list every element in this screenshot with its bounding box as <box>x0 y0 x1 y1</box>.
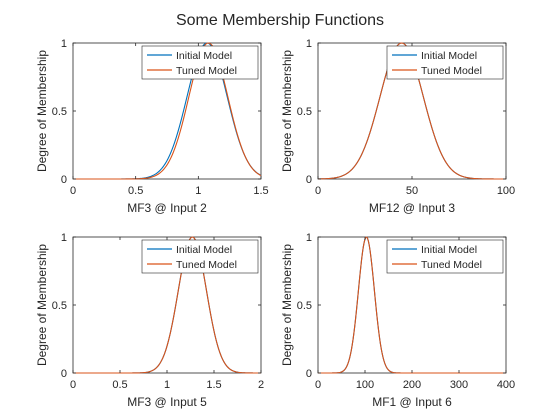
x-tick-label: 100 <box>497 185 515 197</box>
y-tick-label: 0 <box>61 174 67 186</box>
x-axis-label: MF3 @ Input 5 <box>127 395 207 409</box>
x-tick-label: 1 <box>164 379 170 391</box>
subplot-4: 0 100 200 300 400 0 0.5 1 MF1 @ Input 6 Degree of… <box>280 232 515 409</box>
x-tick-label: 1 <box>195 185 201 197</box>
y-tick-label: 0 <box>61 368 67 380</box>
legend-entry: Tuned Model <box>421 259 482 271</box>
legend-box <box>141 45 259 80</box>
legend: Initial Model Tuned Model <box>386 239 504 274</box>
subplot-1: 0 0.5 1 1.5 0 0.5 1 MF3 @ Input 2 Degree of Memb… <box>35 38 269 215</box>
y-tick-label: 0.5 <box>52 300 67 312</box>
y-tick-label: 1 <box>306 232 312 244</box>
x-tick-label: 200 <box>403 379 421 391</box>
subplot-grid: 0 0.5 1 1.5 0 0.5 1 MF3 @ Input 2 Degree of Memb… <box>35 38 515 409</box>
series-line-tuned <box>73 236 261 374</box>
x-tick-label: 1.5 <box>206 379 221 391</box>
y-axis-label: Degree of Membership <box>35 244 49 366</box>
y-axis-label: Degree of Membership <box>280 244 294 366</box>
x-tick-label: 2 <box>258 379 264 391</box>
x-axis-label: MF3 @ Input 2 <box>127 201 207 215</box>
x-tick-label: 0 <box>315 185 321 197</box>
legend-box <box>386 239 504 274</box>
y-tick-label: 0 <box>306 174 312 186</box>
subplot-3: 0 0.5 1 1.5 2 0 0.5 1 MF3 @ Input 5 Degree of Mem… <box>35 232 264 409</box>
y-axis-label: Degree of Membership <box>35 50 49 172</box>
y-tick-label: 1 <box>306 38 312 50</box>
legend-entry: Tuned Model <box>176 259 237 271</box>
legend-entry: Tuned Model <box>421 65 482 77</box>
legend-box <box>386 45 504 80</box>
legend: Initial Model Tuned Model <box>141 239 259 274</box>
x-tick-label: 1.5 <box>253 185 268 197</box>
legend: Initial Model Tuned Model <box>386 45 504 80</box>
x-tick-label: 100 <box>356 379 374 391</box>
y-axis-label: Degree of Membership <box>280 50 294 172</box>
legend-box <box>141 239 259 274</box>
x-tick-label: 0.5 <box>128 185 143 197</box>
legend-entry: Initial Model <box>176 244 232 256</box>
y-tick-label: 1 <box>61 232 67 244</box>
x-axis-label: MF12 @ Input 3 <box>369 201 456 215</box>
series-line-tuned <box>73 42 262 180</box>
legend-entry: Initial Model <box>421 50 477 62</box>
legend-entry: Initial Model <box>176 50 232 62</box>
subplot-2: 0 50 100 0 0.5 1 MF12 @ Input 3 Degree of Membe… <box>280 38 515 215</box>
x-tick-label: 0 <box>70 185 76 197</box>
y-tick-label: 0.5 <box>52 106 67 118</box>
legend-entry: Tuned Model <box>176 65 237 77</box>
x-tick-label: 0 <box>70 379 76 391</box>
y-tick-label: 1 <box>61 38 67 50</box>
y-tick-label: 0.5 <box>297 106 312 118</box>
y-tick-label: 0.5 <box>297 300 312 312</box>
x-tick-label: 0.5 <box>112 379 127 391</box>
x-tick-label: 50 <box>406 185 418 197</box>
x-tick-label: 0 <box>315 379 321 391</box>
y-tick-label: 0 <box>306 368 312 380</box>
legend: Initial Model Tuned Model <box>141 45 259 80</box>
figure-title: Some Membership Functions <box>176 12 384 29</box>
x-tick-label: 400 <box>497 379 515 391</box>
legend-entry: Initial Model <box>421 244 477 256</box>
x-axis-label: MF1 @ Input 6 <box>372 395 452 409</box>
x-tick-label: 300 <box>450 379 468 391</box>
